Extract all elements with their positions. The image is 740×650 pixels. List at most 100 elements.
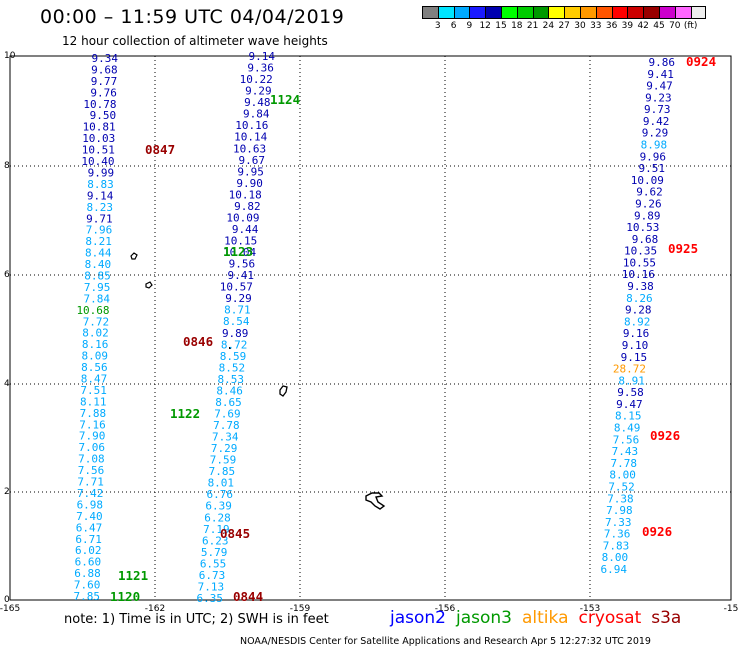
wave-height-value: 9.71	[86, 212, 113, 225]
color-scale-label: 15	[495, 21, 507, 31]
altimeter-tracks: 9.349.689.779.7610.789.5010.8110.0310.51…	[74, 50, 676, 605]
wave-height-value: 6.47	[76, 521, 103, 534]
wave-height-value: 9.76	[90, 86, 117, 99]
wave-height-value: 8.46	[216, 384, 243, 397]
wave-height-value: 7.42	[77, 487, 104, 500]
wave-height-value: 9.95	[237, 165, 264, 178]
wave-height-value: 10.68	[76, 304, 109, 317]
wave-height-value: 10.81	[83, 121, 116, 134]
wave-height-value: 7.84	[83, 292, 110, 305]
x-tick-label: -162	[145, 604, 165, 614]
wave-height-value: 7.16	[79, 418, 106, 431]
color-scale-label: 24	[542, 21, 555, 31]
color-swatch	[532, 6, 549, 19]
legend-item-s3a: s3a	[651, 608, 682, 628]
wave-height-value: 8.54	[223, 315, 250, 328]
x-tick-label: -159	[290, 604, 311, 614]
color-swatch	[437, 6, 454, 19]
color-scale-label: 39	[621, 21, 634, 31]
wave-height-value: 6.35	[197, 592, 224, 605]
wave-height-value: 9.90	[236, 177, 263, 190]
wave-height-value: 9.82	[234, 200, 261, 213]
wave-height-value: 7.13	[198, 580, 225, 593]
map-grid	[9, 55, 732, 601]
wave-height-value: 9.77	[91, 75, 118, 88]
wave-height-value: 8.40	[85, 258, 112, 271]
wave-height-value: 7.51	[80, 384, 107, 397]
wave-height-value: 8.98	[641, 139, 668, 152]
wave-height-value: 7.36	[604, 528, 631, 541]
pass-time-label: 0844	[233, 589, 263, 604]
time-labels: 0847 0846 0845 0844 1124 1123 1122 1121 1120 0924…	[110, 54, 716, 604]
island-molokai	[279, 385, 288, 397]
wave-height-value: 9.89	[634, 209, 661, 222]
wave-height-value: 7.85	[74, 590, 101, 603]
color-swatch	[485, 6, 501, 19]
wave-height-value: 9.89	[222, 327, 249, 340]
pass-time-label: 0926	[650, 428, 680, 443]
footer-credit: NOAA/NESDIS Center for Satellite Applica…	[240, 636, 651, 647]
wave-height-value: 8.02	[82, 327, 109, 340]
wave-height-value: 10.63	[233, 142, 266, 155]
color-swatch	[627, 6, 644, 19]
color-scale-label: 12	[479, 21, 491, 31]
wave-height-value: 9.96	[640, 150, 667, 163]
wave-height-value: 9.28	[625, 304, 652, 317]
wave-height-value: 6.28	[204, 511, 231, 524]
wave-height-value: 8.47	[81, 373, 108, 386]
color-swatch	[564, 6, 580, 19]
color-swatch	[579, 6, 596, 19]
wave-height-value: 9.56	[229, 258, 256, 271]
wave-height-value: 10.53	[626, 221, 659, 234]
satellite-legend: jason2 jason3 altika cryosat s3a	[390, 608, 691, 628]
wave-height-value: 9.68	[632, 233, 659, 246]
y-tick-label: 4	[4, 379, 10, 389]
wave-height-value: 10.14	[234, 131, 267, 144]
wave-height-value: 8.44	[85, 247, 112, 260]
wave-height-value: 7.38	[607, 492, 634, 505]
map-frame	[9, 55, 732, 601]
wave-height-value: 10.40	[81, 155, 114, 168]
color-scale-label: 9	[466, 21, 473, 31]
y-tick-label: 10	[4, 51, 16, 61]
color-swatch	[611, 6, 628, 19]
wave-height-value: 10.03	[82, 132, 115, 145]
wave-height-value: 7.40	[76, 510, 103, 523]
island-hawaii	[365, 492, 386, 510]
wave-height-value: 7.78	[611, 457, 638, 470]
wave-height-value: 8.00	[609, 469, 636, 482]
color-swatch	[469, 6, 486, 19]
wave-height-value: 7.96	[86, 224, 113, 237]
pass-time-label: 0846	[183, 334, 213, 349]
wave-height-value: 10.09	[631, 174, 664, 187]
wave-height-value: 8.11	[80, 395, 107, 408]
wave-height-value: 10.16	[622, 268, 655, 281]
x-tick-label: -15	[724, 604, 739, 614]
wave-height-value: 8.15	[615, 410, 642, 423]
wave-height-value: 9.10	[622, 339, 649, 352]
wave-height-value: 9.15	[621, 351, 648, 364]
wave-height-value: 9.84	[243, 108, 270, 121]
wave-height-value: 9.62	[636, 186, 663, 199]
wave-height-value: 8.16	[82, 338, 109, 351]
wave-height-value: 9.51	[638, 162, 665, 175]
wave-height-value: 9.23	[645, 91, 672, 104]
note-text: note: 1) Time is in UTC; 2) SWH is in fe…	[64, 612, 329, 627]
wave-height-value: 7.95	[84, 281, 111, 294]
color-scale-label: 70	[669, 21, 681, 31]
y-tick-label: 8	[4, 161, 10, 171]
wave-height-value: 8.52	[219, 361, 246, 374]
wave-height-value: 9.29	[225, 292, 252, 305]
map-axes: -165 -162 -159 -156 -153 -15 0 2 4 6 8 10	[0, 51, 738, 614]
wave-height-value: 28.72	[613, 363, 646, 376]
wave-height-value: 7.85	[209, 465, 236, 478]
wave-height-value: 9.38	[627, 280, 654, 293]
wave-height-value: 7.98	[606, 504, 633, 517]
wave-height-value: 7.29	[211, 442, 238, 455]
color-swatch	[674, 6, 691, 19]
wave-height-value: 10.57	[220, 281, 253, 294]
color-swatch	[422, 6, 438, 19]
color-swatch	[548, 6, 565, 19]
wave-height-value: 9.14	[249, 50, 276, 63]
